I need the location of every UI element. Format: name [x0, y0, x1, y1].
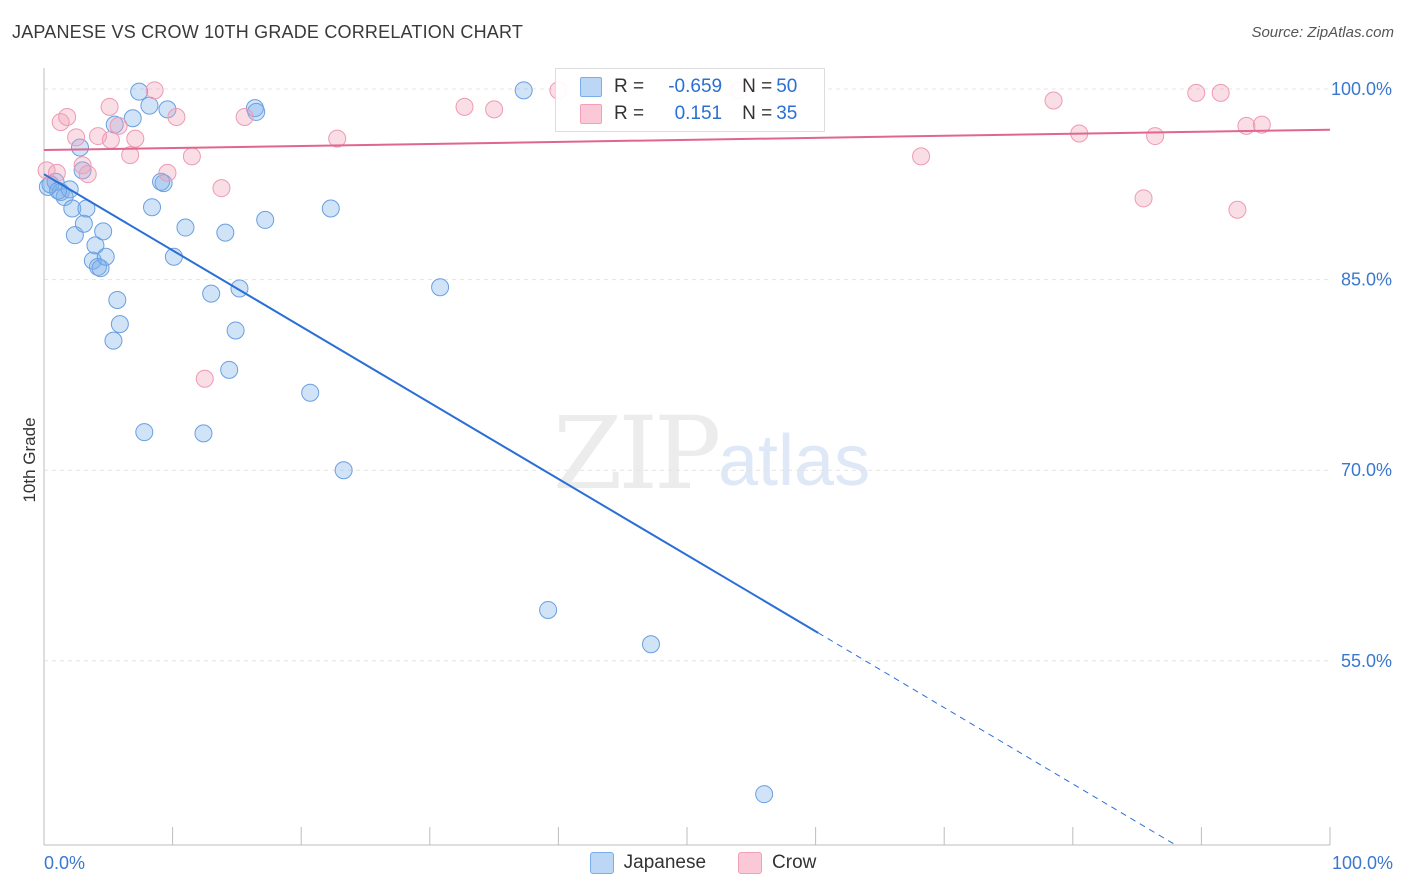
- japanese-point: [202, 284, 221, 303]
- bottom-legend: Japanese Crow: [0, 852, 1406, 874]
- crow-point: [67, 128, 86, 147]
- japanese-point: [94, 222, 113, 241]
- crow-point: [145, 81, 164, 100]
- crow-point: [1187, 83, 1206, 102]
- crow-point: [37, 161, 56, 180]
- japanese-point: [135, 423, 154, 442]
- y-tick-label: 100.0%: [1331, 79, 1392, 99]
- crow-point: [1252, 115, 1271, 134]
- stats-legend: R = -0.659 N = 50 R = 0.151 N = 35: [555, 68, 825, 132]
- crow-point: [78, 165, 97, 184]
- legend-n-value: 35: [776, 103, 798, 124]
- legend-row-crow: R = 0.151 N = 35: [556, 100, 797, 128]
- crow-point: [182, 147, 201, 166]
- crow-trend-line: [43, 128, 1331, 152]
- crow-legend-swatch: [738, 852, 763, 874]
- source-label: Source: ZipAtlas.com: [1251, 24, 1394, 41]
- crow-point: [1044, 91, 1063, 110]
- crow-point: [912, 147, 931, 166]
- japanese-point: [431, 278, 450, 297]
- crow-point: [212, 179, 231, 198]
- japanese-point: [130, 82, 149, 101]
- crow-point: [73, 156, 92, 175]
- y-tick-label: 70.0%: [1341, 460, 1392, 480]
- japanese-trend-extension: [817, 632, 1176, 846]
- y-tick-label: 55.0%: [1341, 651, 1392, 671]
- japanese-legend-swatch: [589, 852, 614, 874]
- japanese-point: [539, 600, 558, 619]
- legend-r-value: -0.659: [668, 76, 723, 97]
- crow-point: [121, 146, 140, 165]
- japanese-point: [247, 102, 266, 121]
- japanese-point: [49, 181, 68, 200]
- legend-row-japanese: R = -0.659 N = 50: [556, 73, 797, 101]
- japanese-point: [220, 360, 239, 379]
- japanese-point: [256, 210, 275, 229]
- crow-point: [158, 163, 177, 182]
- x-tick-label: 0.0%: [44, 853, 85, 873]
- japanese-point: [86, 236, 105, 255]
- japanese-point: [152, 172, 171, 191]
- crow-point: [109, 116, 128, 135]
- legend-item-crow: Crow: [738, 852, 816, 874]
- japanese-point: [143, 198, 162, 217]
- legend-n-value: 50: [776, 76, 798, 97]
- crow-point: [126, 129, 145, 148]
- watermark-atlas: atlas: [718, 421, 871, 501]
- crow-point: [195, 369, 214, 388]
- crow-swatch: [580, 104, 602, 124]
- legend-n-label: N =: [742, 76, 773, 97]
- japanese-point: [123, 109, 142, 128]
- x-tick-label: 100.0%: [1332, 853, 1393, 873]
- crow-point: [455, 97, 474, 116]
- crow-point: [1211, 83, 1230, 102]
- japanese-point: [104, 331, 123, 350]
- japanese-point: [301, 383, 320, 402]
- crow-point: [167, 108, 186, 127]
- japanese-point: [216, 223, 235, 242]
- japanese-point: [158, 100, 177, 119]
- japanese-point: [110, 315, 129, 334]
- crow-point: [485, 100, 504, 119]
- legend-item-japanese: Japanese: [589, 852, 707, 874]
- crow-point: [235, 108, 254, 127]
- japanese-point: [755, 785, 774, 804]
- japanese-point: [63, 199, 82, 218]
- japanese-point: [91, 259, 110, 278]
- crow-point: [328, 129, 347, 148]
- crow-point: [100, 97, 119, 116]
- crow-point: [1228, 200, 1247, 219]
- y-axis-label: 10th Grade: [20, 417, 39, 503]
- legend-r-label: R =: [614, 76, 645, 97]
- legend-label-crow: Crow: [772, 852, 817, 873]
- japanese-point: [334, 461, 353, 480]
- crow-point: [1134, 189, 1153, 208]
- japanese-point: [74, 214, 93, 233]
- japanese-point: [226, 321, 245, 340]
- crow-point: [1146, 127, 1165, 146]
- crow-point: [58, 108, 77, 127]
- japanese-point: [321, 199, 340, 218]
- japanese-point: [108, 290, 127, 309]
- japanese-point: [71, 138, 90, 157]
- y-tick-label: 85.0%: [1341, 270, 1392, 290]
- chart-title: JAPANESE VS CROW 10TH GRADE CORRELATION …: [12, 22, 524, 42]
- japanese-point: [194, 424, 213, 443]
- japanese-trend-line: [43, 173, 819, 634]
- japanese-point: [140, 96, 159, 115]
- legend-n-label: N =: [742, 103, 773, 124]
- japanese-point: [641, 635, 660, 654]
- legend-label-japanese: Japanese: [623, 852, 707, 873]
- legend-r-value: 0.151: [674, 103, 723, 124]
- japanese-point: [514, 81, 533, 100]
- japanese-point: [96, 247, 115, 266]
- japanese-point: [176, 218, 195, 237]
- legend-r-label: R =: [614, 103, 645, 124]
- japanese-swatch: [580, 77, 602, 97]
